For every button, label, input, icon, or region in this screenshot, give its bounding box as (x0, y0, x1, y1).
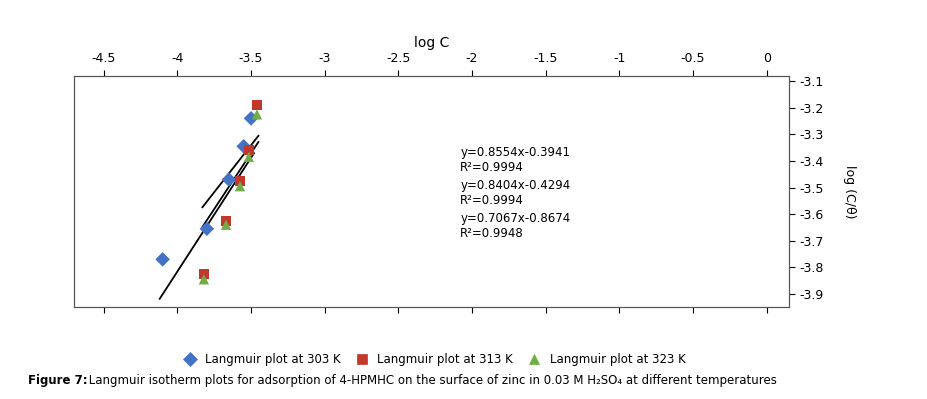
Text: Langmuir isotherm plots for adsorption of 4-HPMHC on the surface of zinc in 0.03: Langmuir isotherm plots for adsorption o… (85, 374, 777, 387)
Y-axis label: log (C/θ): log (C/θ) (842, 165, 855, 218)
Point (199, 225, 214, 232)
Text: y=0.8404x-0.4294
R²=0.9994: y=0.8404x-0.4294 R²=0.9994 (460, 179, 570, 207)
Point (241, 147, 256, 154)
Point (249, 111, 264, 118)
Point (222, 176, 236, 183)
Text: Figure 7:: Figure 7: (28, 374, 87, 387)
Point (197, 271, 211, 277)
Text: y=0.8554x-0.3941
R²=0.9994: y=0.8554x-0.3941 R²=0.9994 (460, 146, 569, 174)
Point (219, 217, 234, 224)
Point (244, 115, 259, 122)
Point (197, 276, 211, 282)
Text: y=0.7067x-0.8674
R²=0.9948: y=0.7067x-0.8674 R²=0.9948 (460, 212, 570, 240)
Point (233, 178, 248, 184)
Point (219, 221, 234, 228)
Point (249, 102, 264, 108)
Legend: Langmuir plot at 303 K, Langmuir plot at 313 K, Langmuir plot at 323 K: Langmuir plot at 303 K, Langmuir plot at… (178, 353, 684, 366)
X-axis label: log C: log C (413, 36, 449, 50)
Point (236, 143, 251, 150)
Point (241, 154, 256, 160)
Point (233, 183, 248, 190)
Point (155, 256, 170, 263)
